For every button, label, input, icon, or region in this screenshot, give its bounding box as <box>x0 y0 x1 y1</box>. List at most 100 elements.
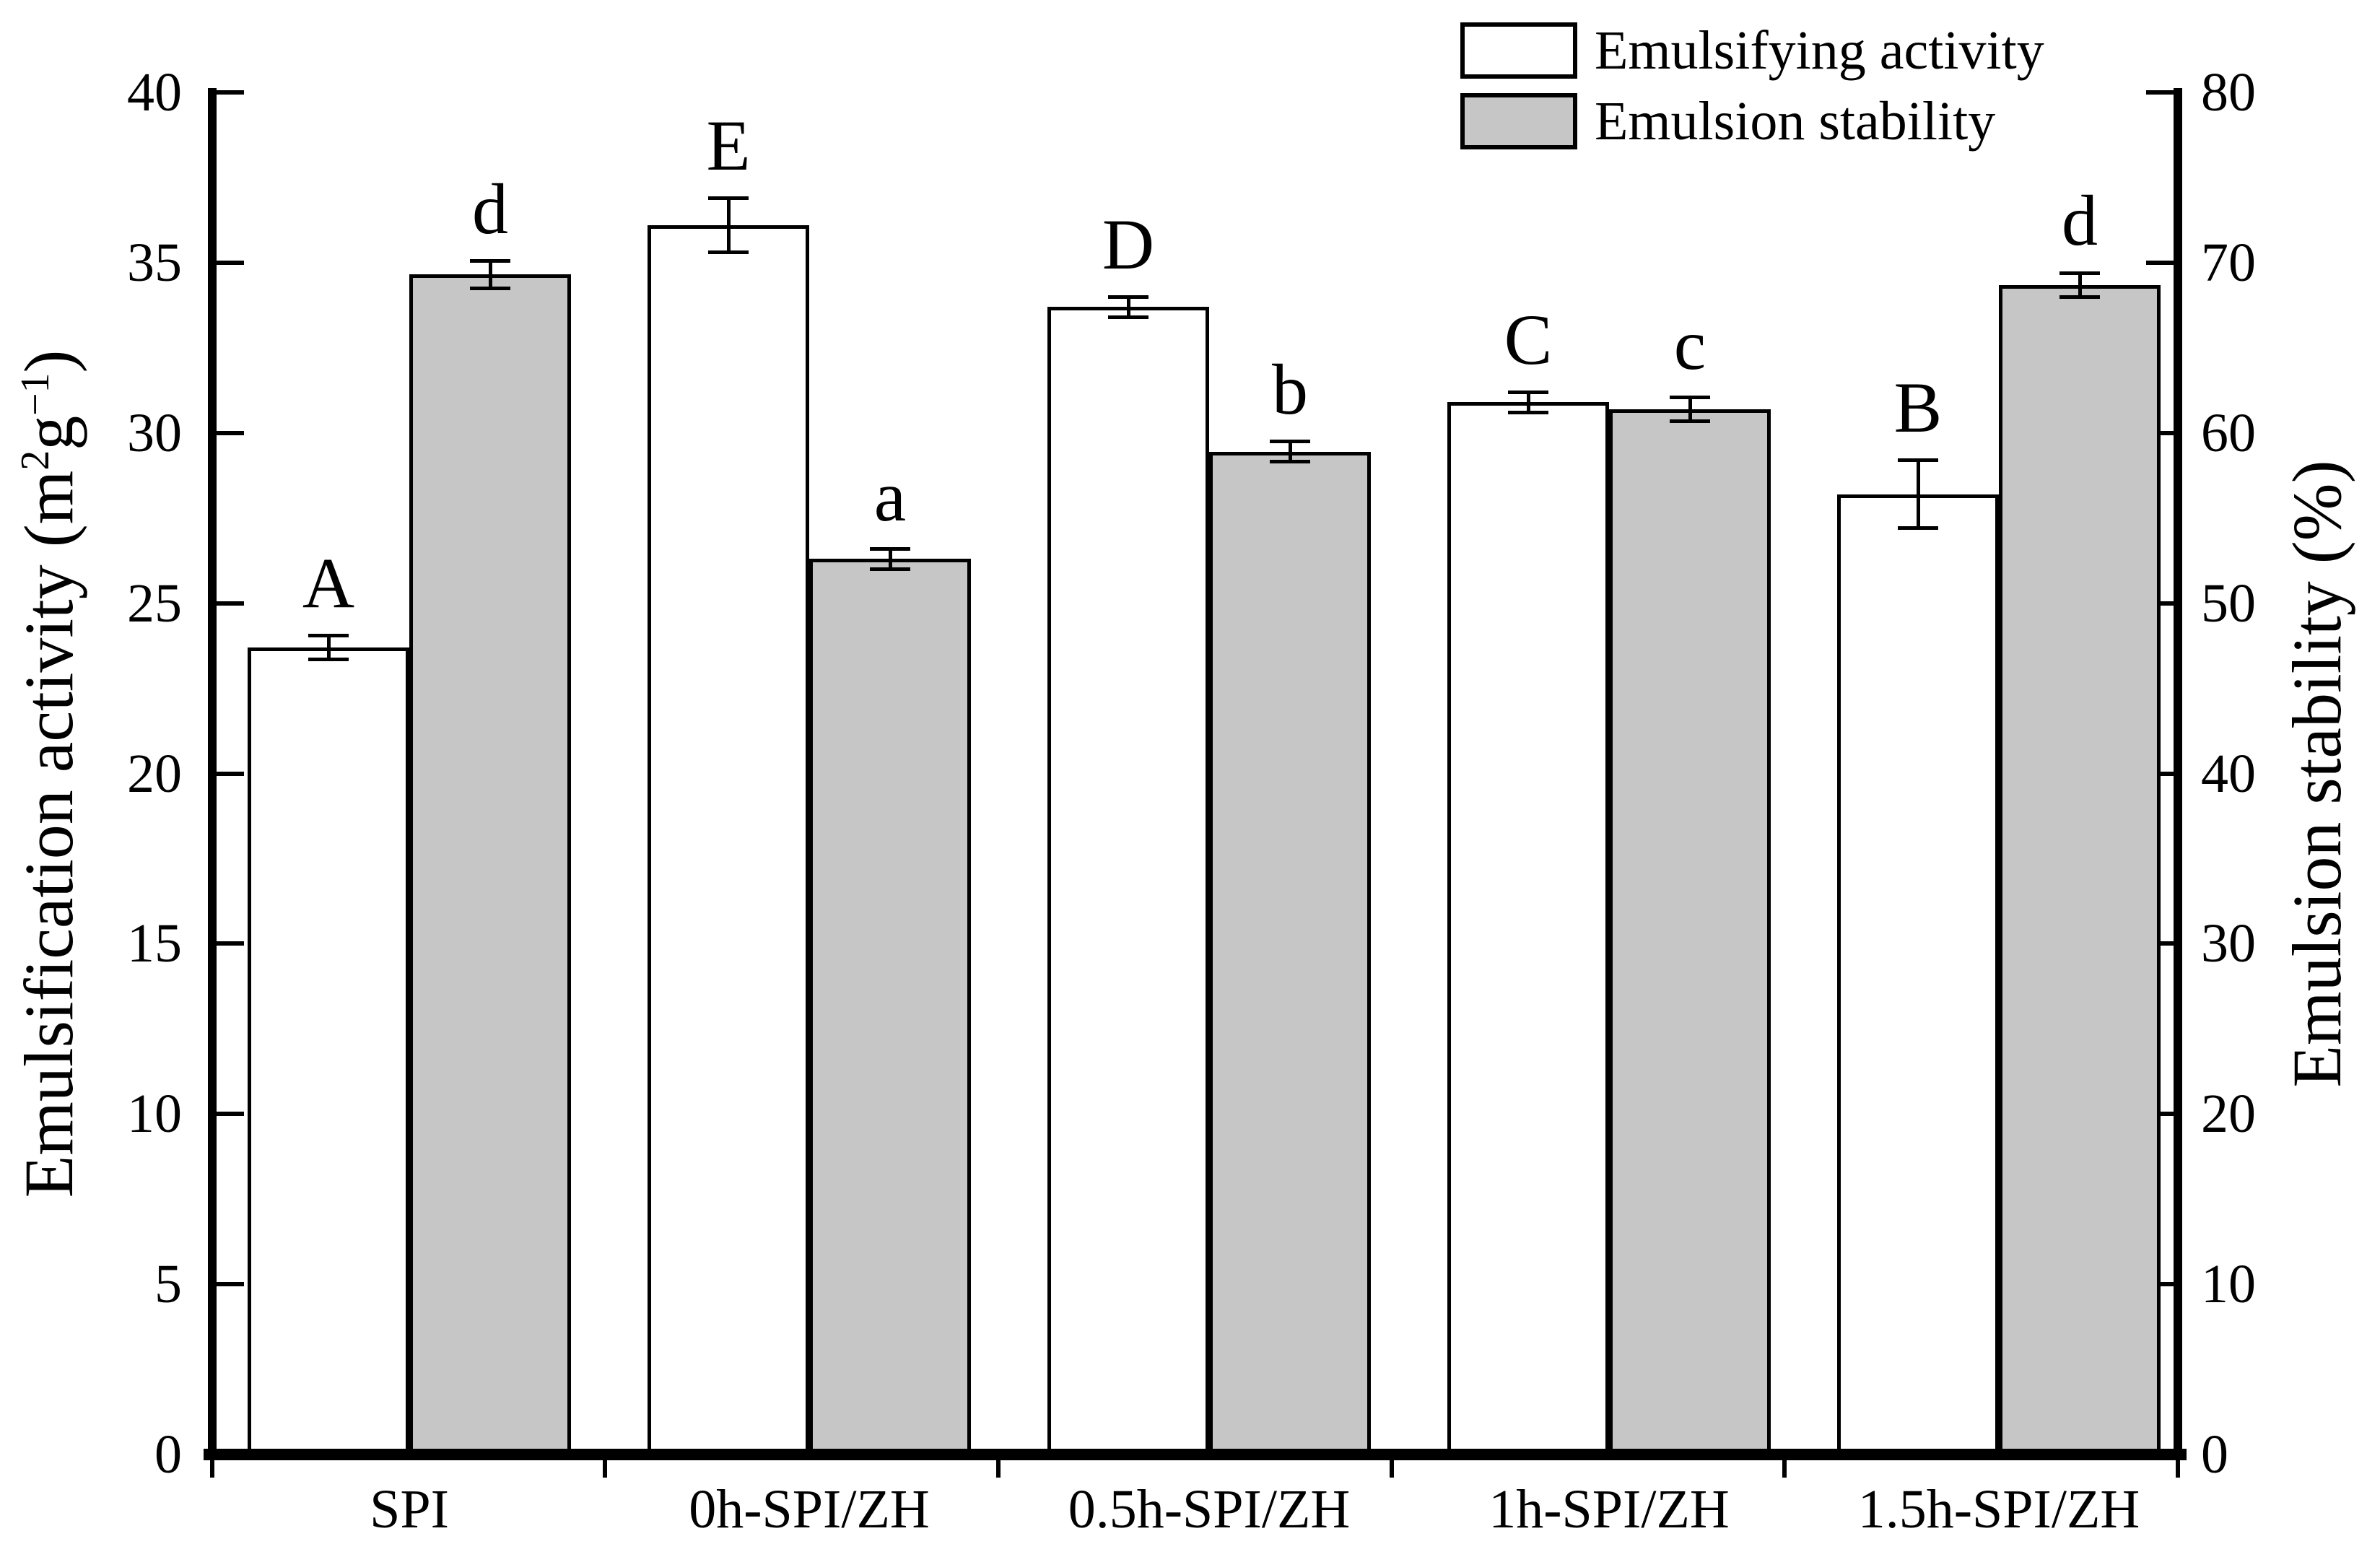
x-category-label: 1.5h-SPI/ZH <box>1857 1479 2140 1540</box>
y-tick-label-left: 30 <box>127 402 182 463</box>
error-bar-cap-top <box>308 633 349 637</box>
error-bar-cap-bottom <box>2059 295 2100 299</box>
y-tick-label-right: 30 <box>2201 913 2256 974</box>
error-bar-cap-bottom <box>1108 315 1148 319</box>
error-bar-cap-bottom <box>470 286 510 290</box>
error-bar-line <box>1126 297 1130 318</box>
right-axis-line <box>2174 88 2182 1460</box>
left-axis-line <box>208 88 217 1460</box>
legend-swatch-white <box>1460 22 1577 79</box>
error-bar-cap-bottom <box>1670 419 1710 423</box>
error-bar-line <box>1916 460 1920 528</box>
y-tick-label-right: 20 <box>2201 1083 2256 1145</box>
x-tick <box>603 1460 607 1478</box>
error-bar-cap-bottom <box>870 567 910 571</box>
y-tick-label-right: 0 <box>2201 1424 2228 1485</box>
error-bar-cap-top <box>2059 271 2100 275</box>
y-tick-label-left: 5 <box>154 1254 182 1315</box>
error-bar-line <box>326 635 331 660</box>
y-tick-left <box>217 90 244 95</box>
y-tick-label-right: 80 <box>2201 62 2256 123</box>
error-bar-cap-bottom <box>1508 410 1548 414</box>
error-bar-line <box>726 198 731 253</box>
bar-white-3 <box>1447 402 1609 1456</box>
y-tick-left <box>217 601 244 606</box>
x-category-label: 0.5h-SPI/ZH <box>1068 1479 1351 1540</box>
bar-gray-2 <box>1209 451 1371 1456</box>
sig-letter: a <box>873 456 907 537</box>
error-bar-cap-top <box>708 196 749 200</box>
x-tick <box>1390 1460 1394 1478</box>
bar-white-1 <box>648 224 809 1456</box>
y-tick-right <box>2146 260 2174 265</box>
y-tick-left <box>217 1282 244 1287</box>
y-tick-left <box>217 941 244 946</box>
sig-letter: c <box>1673 305 1706 385</box>
y-tick-right <box>2146 90 2174 95</box>
bar-gray-0 <box>409 274 571 1456</box>
y-tick-label-left: 40 <box>127 62 182 123</box>
error-bar-line <box>888 549 892 570</box>
x-tick <box>996 1460 1001 1478</box>
error-bar-cap-bottom <box>708 250 749 255</box>
y-tick-label-right: 50 <box>2201 572 2256 634</box>
error-bar-cap-bottom <box>1898 526 1938 531</box>
error-bar-cap-top <box>870 546 910 551</box>
error-bar-line <box>488 261 492 289</box>
y-tick-left <box>217 771 244 776</box>
legend-item-emulsifying-activity: Emulsifying activity <box>1460 22 2044 79</box>
y-tick-left <box>217 430 244 435</box>
error-bar-line <box>1688 397 1692 422</box>
sig-letter: d <box>2062 180 2098 261</box>
error-bar-line <box>2078 273 2082 297</box>
error-bar-cap-bottom <box>308 657 349 661</box>
sig-letter: B <box>1893 367 1943 448</box>
y-tick-label-left: 15 <box>127 913 182 974</box>
bar-gray-4 <box>1999 284 2161 1456</box>
y-tick-left <box>217 1112 244 1117</box>
y-tick-label-left: 35 <box>127 232 182 293</box>
sig-letter: E <box>706 105 751 186</box>
error-bar-line <box>1288 441 1292 462</box>
error-bar-cap-top <box>470 259 510 263</box>
x-category-label: 0h-SPI/ZH <box>689 1479 930 1540</box>
sig-letter: b <box>1272 349 1308 429</box>
error-bar-cap-top <box>1898 458 1938 462</box>
y-tick-label-right: 70 <box>2201 232 2256 293</box>
bar-white-2 <box>1047 307 1209 1456</box>
x-category-label: SPI <box>370 1479 449 1540</box>
y-tick-label-left: 20 <box>127 743 182 804</box>
legend-label: Emulsion stability <box>1595 91 1996 152</box>
bar-white-0 <box>248 647 409 1456</box>
legend: Emulsifying activity Emulsion stability <box>1460 22 2044 164</box>
sig-letter: C <box>1504 300 1553 380</box>
legend-label: Emulsifying activity <box>1595 20 2044 81</box>
y-tick-label-left: 0 <box>154 1424 182 1485</box>
y-tick-label-right: 40 <box>2201 743 2256 804</box>
bar-gray-3 <box>1609 409 1771 1456</box>
y-tick-label-right: 10 <box>2201 1254 2256 1315</box>
error-bar-cap-top <box>1270 440 1310 444</box>
y-tick-left <box>217 260 244 265</box>
y-tick-label-left: 10 <box>127 1083 182 1145</box>
x-axis-line <box>204 1449 2187 1460</box>
y-tick-label-left: 25 <box>127 572 182 634</box>
legend-item-emulsion-stability: Emulsion stability <box>1460 93 2044 149</box>
error-bar-cap-bottom <box>1270 460 1310 464</box>
x-tick <box>2176 1460 2180 1478</box>
x-tick <box>210 1460 214 1478</box>
sig-letter: A <box>302 543 355 624</box>
sig-letter: D <box>1102 204 1155 285</box>
sig-letter: d <box>472 168 508 249</box>
legend-swatch-gray <box>1460 93 1577 149</box>
error-bar-cap-top <box>1670 395 1710 399</box>
error-bar-cap-top <box>1508 390 1548 394</box>
x-tick <box>1782 1460 1787 1478</box>
error-bar-cap-top <box>1108 295 1148 299</box>
error-bar-line <box>1526 392 1530 413</box>
bar-white-4 <box>1837 494 1999 1456</box>
bar-gray-1 <box>809 559 971 1456</box>
x-category-label: 1h-SPI/ZH <box>1488 1479 1730 1540</box>
y-tick-label-right: 60 <box>2201 402 2256 463</box>
